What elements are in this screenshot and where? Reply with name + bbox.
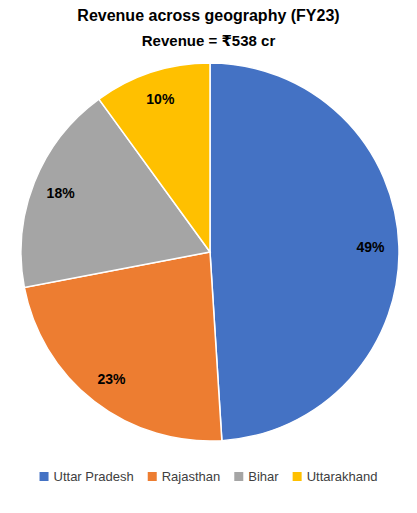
slices [21,63,399,441]
legend-label: Uttarakhand [307,469,378,484]
title: Revenue across geography (FY23) [77,7,339,24]
legend-label: Uttar Pradesh [54,469,134,484]
pie-slice [99,63,210,252]
legend-swatch [148,472,157,481]
legend-label: Bihar [248,469,279,484]
chart-svg: Revenue across geography (FY23) Revenue =… [0,0,417,513]
data-label: 18% [47,185,76,201]
data-label: 49% [357,239,386,255]
data-label: 10% [146,91,175,107]
legend-swatch [293,472,302,481]
data-labels: 49% 23% 18% 10% [47,91,386,387]
data-label: 23% [98,371,127,387]
pie-slice [210,63,399,441]
subtitle: Revenue = ₹538 cr [142,32,276,49]
legend-label: Rajasthan [162,469,221,484]
legend-swatch [40,472,49,481]
legend: Uttar Pradesh Rajasthan Bihar Uttarakhand [40,469,378,484]
chart-container: Revenue across geography (FY23) Revenue =… [0,0,417,513]
legend-swatch [234,472,243,481]
